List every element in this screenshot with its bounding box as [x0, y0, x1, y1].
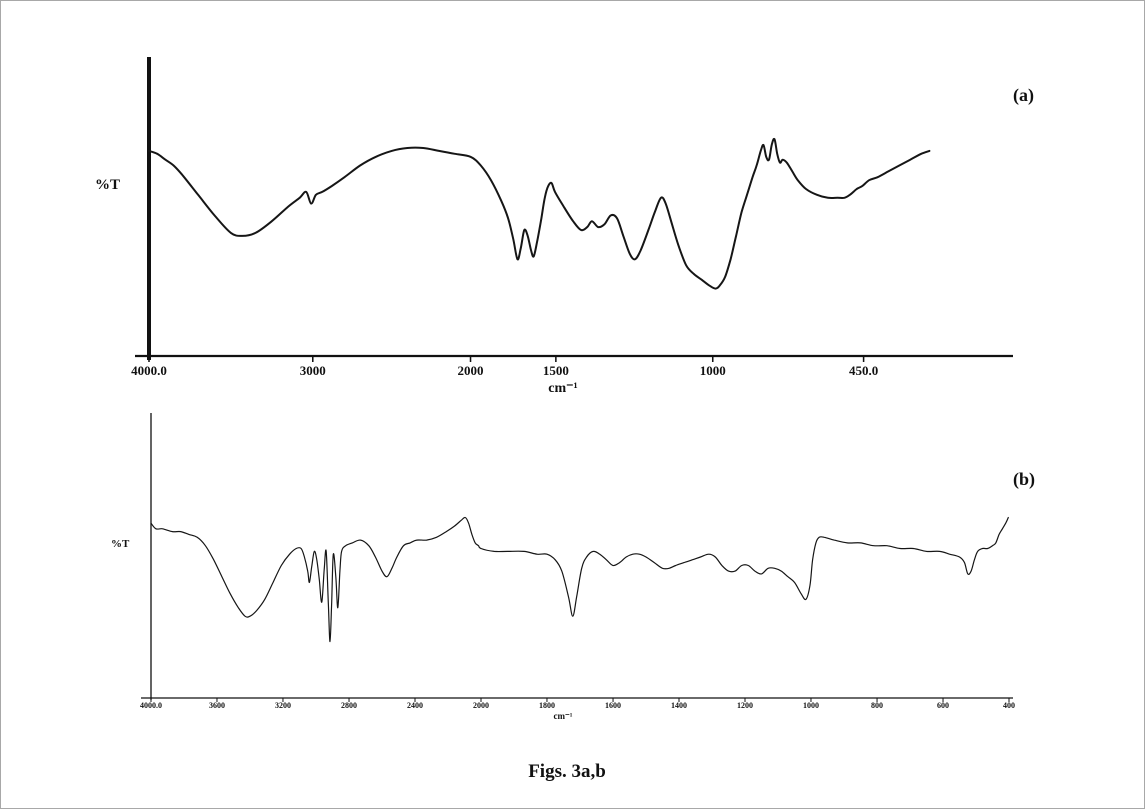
x-axis-label-b: cm⁻¹ — [554, 711, 573, 721]
panel-a-label: (a) — [1013, 85, 1034, 106]
x-axis-tick-label: 1000 — [700, 363, 726, 378]
x-axis-tick-label: 2000 — [473, 701, 489, 710]
y-axis-label-b: %T — [111, 538, 130, 550]
x-axis-tick-label: 1000 — [803, 701, 819, 710]
x-axis-tick-label: 1400 — [671, 701, 687, 710]
x-axis-tick-label: 450.0 — [849, 363, 878, 378]
x-axis-tick-label: 4000.0 — [140, 701, 162, 710]
x-axis-tick-label: 2800 — [341, 701, 357, 710]
x-axis-tick-label: 3200 — [275, 701, 291, 710]
x-axis-tick-label: 600 — [937, 701, 949, 710]
x-axis-tick-label: 2400 — [407, 701, 423, 710]
y-axis-label-a: %T — [95, 177, 120, 193]
spectrum-b: 4000.0 3600 3200 2800 2400 2000 1800 1600 1400 12… — [140, 413, 1015, 710]
x-axis-tick-label: 1600 — [605, 701, 621, 710]
x-axis-tick-label: 2000 — [458, 363, 484, 378]
x-axis-tick-label: 800 — [871, 701, 883, 710]
x-axis-tick-label: 1200 — [737, 701, 753, 710]
figure-caption: Figs. 3a,b — [528, 761, 606, 782]
x-axis-tick-label: 1800 — [539, 701, 555, 710]
x-axis-tick-label: 3000 — [300, 363, 326, 378]
x-axis-tick-label: 1500 — [543, 363, 569, 378]
x-axis-tick-label: 3600 — [209, 701, 225, 710]
spectrum-trace-a — [148, 137, 931, 290]
x-axis-tick-label: 4000.0 — [131, 363, 167, 378]
x-axis-tick-label: 400 — [1003, 701, 1015, 710]
spectrum-trace-b — [150, 516, 1009, 643]
x-axis-label-a: cm⁻¹ — [548, 381, 577, 396]
spectrum-a: 4000.0 3000 2000 1500 1000 450.0 — [131, 57, 1013, 378]
panel-b-label: (b) — [1013, 469, 1035, 490]
